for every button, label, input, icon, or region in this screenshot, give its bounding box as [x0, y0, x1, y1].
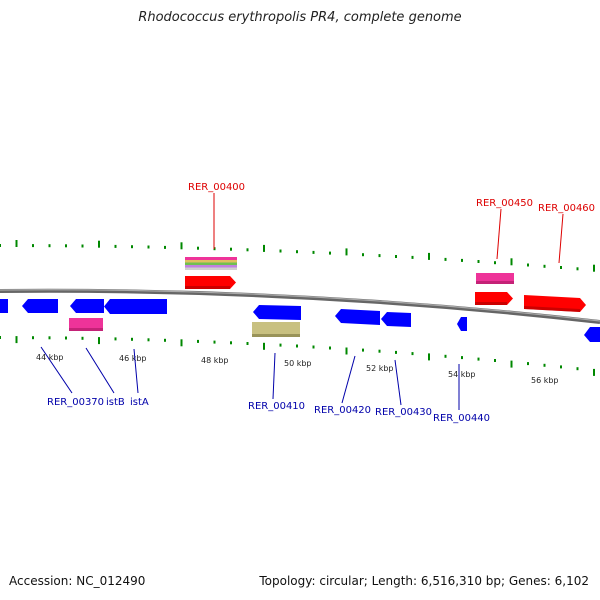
gene-arrow-forward[interactable]: [475, 292, 513, 305]
genome-stats: Topology: circular; Length: 6,516,310 bp…: [259, 574, 589, 588]
outer-tick-row: [0, 240, 595, 272]
gene-label[interactable]: RER_00370: [47, 397, 104, 408]
gene-arrow-reverse[interactable]: [335, 309, 380, 325]
gene-arrow-reverse[interactable]: [381, 312, 411, 327]
misc-feature[interactable]: [252, 322, 300, 337]
gene-label[interactable]: RER_00440: [433, 413, 490, 424]
gene-arrow-reverse[interactable]: [22, 299, 58, 313]
scale-labels: 44 kbp 46 kbp 48 kbp 50 kbp 52 kbp 54 kb…: [36, 353, 559, 385]
gene-label[interactable]: RER_00460: [538, 203, 595, 214]
rna-feature[interactable]: [69, 318, 103, 331]
scale-label: 48 kbp: [201, 356, 229, 365]
misc-feature[interactable]: [185, 260, 237, 263]
scale-label: 52 kbp: [366, 364, 394, 373]
misc-feature[interactable]: [185, 262, 237, 266]
gene-label[interactable]: RER_00450: [476, 198, 533, 209]
genome-backbone-highlight: [0, 289, 600, 322]
gene-labels: RER_00400 RER_00450 RER_00460 RER_00370 …: [47, 182, 595, 424]
gene-arrow-reverse[interactable]: [457, 317, 467, 331]
gene-arrow-reverse[interactable]: [70, 299, 104, 313]
genome-title: Rhodococcus erythropolis PR4, complete g…: [138, 10, 462, 25]
forward-features: [185, 257, 586, 312]
gene-arrow-forward[interactable]: [185, 276, 236, 289]
gene-arrow-reverse[interactable]: [253, 305, 301, 320]
scale-label: 54 kbp: [448, 370, 476, 379]
scale-label: 50 kbp: [284, 359, 312, 368]
rna-feature[interactable]: [476, 273, 514, 284]
inner-tick-row: [0, 336, 595, 376]
gene-label[interactable]: istA: [130, 397, 149, 408]
misc-feature[interactable]: [185, 267, 237, 271]
misc-feature[interactable]: [185, 265, 237, 268]
gene-arrow-reverse[interactable]: [104, 299, 167, 314]
accession-label: Accession: NC_012490: [9, 574, 146, 588]
rna-feature[interactable]: [185, 257, 237, 260]
gene-label[interactable]: RER_00420: [314, 405, 371, 416]
reverse-features: [0, 299, 600, 342]
gene-arrow-reverse[interactable]: [584, 327, 600, 342]
scale-label: 56 kbp: [531, 376, 559, 385]
gene-label[interactable]: RER_00410: [248, 401, 305, 412]
genome-backbone: [0, 288, 600, 324]
gene-label[interactable]: RER_00400: [188, 182, 245, 193]
gene-label[interactable]: RER_00430: [375, 407, 432, 418]
leader-lines: [40, 193, 564, 410]
gene-arrow-reverse[interactable]: [0, 299, 8, 313]
scale-label: 46 kbp: [119, 354, 147, 363]
scale-label: 44 kbp: [36, 353, 64, 362]
gene-label[interactable]: istB: [106, 397, 125, 408]
